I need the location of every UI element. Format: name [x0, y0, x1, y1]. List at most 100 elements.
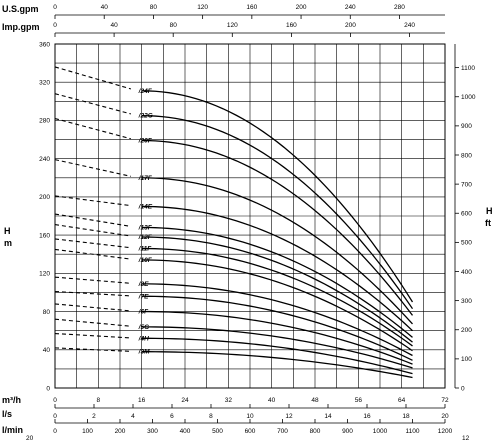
y-axis-label-h: H — [4, 226, 11, 236]
curve-dashed-segment — [54, 159, 131, 177]
curve-dashed-segment — [54, 195, 131, 207]
ls-axis-tick-label: 18 — [402, 413, 410, 420]
curve-label: /11F — [138, 245, 153, 252]
curve-dashed-segment — [54, 318, 131, 327]
x-tick-label: 64 — [398, 397, 406, 404]
curve-label: /17F — [138, 175, 153, 182]
y-tick-label: 280 — [39, 118, 50, 125]
y-tick-label: 200 — [39, 194, 50, 201]
ls-axis-tick-label: 0 — [53, 413, 57, 420]
pump-curve — [141, 295, 413, 361]
y-tick-label: 160 — [39, 232, 50, 239]
pump-curve — [141, 90, 414, 303]
curve-dashed-segment — [54, 238, 131, 249]
x-tick-label: 48 — [311, 397, 319, 404]
right-axis-tick-label: 1100 — [461, 65, 475, 72]
pump-curve — [141, 177, 413, 325]
curve-label: /5G — [138, 324, 149, 331]
m3h-unit-label: m³/h — [2, 395, 21, 405]
curve-label: /14E — [138, 203, 153, 210]
pump-curve — [141, 139, 414, 316]
lmin-unit-label: l/min — [2, 425, 23, 435]
ls-axis-tick-label: 16 — [363, 413, 371, 420]
imp-gpm-axis-tick-label: 0 — [53, 22, 57, 29]
pump-curve — [141, 226, 413, 338]
lmin-axis-tick-label: 900 — [342, 428, 353, 435]
ls-axis-tick-label: 2 — [92, 413, 96, 420]
us-gpm-axis-tick-label: 80 — [150, 4, 158, 11]
us-gpm-axis-tick-label: 120 — [197, 4, 208, 11]
pump-curve — [141, 326, 413, 369]
lmin-axis-tick-label: 300 — [147, 428, 158, 435]
curve-dashed-segment — [54, 290, 131, 297]
y-tick-label: 0 — [46, 385, 50, 392]
right-axis-label-h: H — [486, 206, 493, 216]
lmin-axis-tick-label: 100 — [82, 428, 93, 435]
x-tick-label: 24 — [181, 397, 189, 404]
x-tick-label: 0 — [53, 397, 57, 404]
pump-curve — [141, 236, 413, 343]
right-axis-tick-label: 600 — [461, 211, 472, 218]
us-gpm-axis-tick-label: 280 — [394, 4, 405, 11]
curve-label: /13F — [138, 224, 153, 231]
us-gpm-axis-tick-label: 0 — [53, 4, 57, 11]
imp-gpm-axis-tick-label: 120 — [227, 22, 238, 29]
curve-dashed-segment — [54, 93, 131, 115]
lmin-axis-tick-label: 600 — [245, 428, 256, 435]
curve-label: /22G — [138, 113, 153, 120]
right-axis-tick-label: 500 — [461, 240, 472, 247]
curve-dashed-segment — [54, 276, 131, 284]
y-tick-label: 120 — [39, 271, 50, 278]
right-axis-tick-label: 400 — [461, 269, 472, 276]
lmin-axis-tick-label: 0 — [53, 428, 57, 435]
right-axis-tick-label: 800 — [461, 152, 472, 159]
curve-dashed-segment — [54, 213, 131, 227]
x-tick-label: 72 — [441, 397, 449, 404]
right-axis-tick-label: 100 — [461, 356, 472, 363]
curve-dashed-segment — [54, 224, 131, 237]
lmin-axis-tick-label: 800 — [310, 428, 321, 435]
imp-gpm-unit-label: Imp.gpm — [2, 22, 40, 32]
curve-label: /12F — [138, 234, 153, 241]
curve-dashed-segment — [54, 118, 131, 140]
right-axis-tick-label: 200 — [461, 327, 472, 334]
x-tick-label: 32 — [225, 397, 233, 404]
x-tick-label: 16 — [138, 397, 146, 404]
x-tick-label: 56 — [355, 397, 363, 404]
ls-axis-tick-label: 10 — [246, 413, 254, 420]
curve-dashed-segment — [54, 303, 131, 312]
right-axis-label-ft: ft — [485, 218, 491, 228]
lmin-axis-tick-label: 1200 — [438, 428, 453, 435]
ls-axis-tick-label: 20 — [441, 413, 449, 420]
right-axis-tick-label: 0 — [461, 385, 465, 392]
right-axis-tick-label: 900 — [461, 123, 472, 130]
right-axis-tick-label: 1000 — [461, 94, 476, 101]
curve-label: /6F — [138, 309, 149, 316]
us-gpm-axis-tick-label: 160 — [246, 4, 257, 11]
y-tick-label: 240 — [39, 156, 50, 163]
pump-curve — [141, 205, 413, 332]
ls-axis-tick-label: 6 — [170, 413, 174, 420]
curve-dashed-segment — [54, 332, 131, 339]
curve-dashed-segment — [54, 248, 131, 260]
us-gpm-axis-tick-label: 200 — [296, 4, 307, 11]
y-tick-label: 320 — [39, 80, 50, 87]
plot-grid — [54, 43, 446, 389]
y-tick-label: 80 — [43, 309, 51, 316]
lmin-axis-tick-label: 1100 — [406, 428, 420, 435]
imp-gpm-axis-tick-label: 200 — [345, 22, 356, 29]
lmin-axis-tick-label: 1000 — [373, 428, 388, 435]
y-tick-label: 360 — [39, 41, 50, 48]
ls-axis-tick-label: 8 — [209, 413, 213, 420]
ls-axis-tick-label: 14 — [324, 413, 332, 420]
curve-label: /20F — [138, 138, 153, 145]
lmin-axis-tick-label: 700 — [277, 428, 288, 435]
lmin-axis-tick-label: 400 — [180, 428, 191, 435]
x-tick-label: 8 — [97, 397, 101, 404]
right-axis-tick-label: 300 — [461, 298, 472, 305]
us-gpm-axis-tick-label: 240 — [345, 4, 356, 11]
curve-dashed-segment — [54, 66, 131, 90]
lmin-axis-tick-label: 500 — [212, 428, 223, 435]
curve-dashed-segment — [54, 347, 131, 352]
